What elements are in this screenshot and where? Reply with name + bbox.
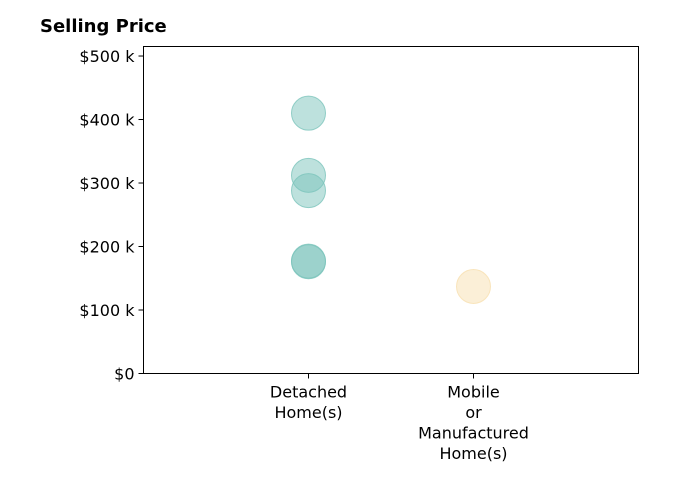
y-tick-label: $400 k: [79, 111, 135, 130]
data-point: [291, 244, 326, 280]
data-point: [291, 173, 326, 209]
x-tick-label-line: Home(s): [439, 444, 507, 463]
data-point: [456, 269, 491, 305]
y-axis: $0 $100 k $200 k $300 k $400 k $500 k: [79, 47, 144, 384]
chart-title: Selling Price: [40, 16, 167, 37]
points-layer: [291, 95, 491, 305]
x-tick-label-line: Home(s): [274, 403, 342, 422]
y-tick-label: $300 k: [79, 174, 135, 193]
x-tick-label-line: Mobile: [447, 383, 499, 402]
x-axis: Detached Home(s)Mobile or Manufactured Home(…: [270, 373, 529, 464]
plot-frame: [143, 46, 639, 374]
x-tick-label-line: or: [465, 403, 482, 422]
x-tick-label: Detached Home(s): [270, 383, 347, 423]
y-tick-label: $200 k: [79, 238, 135, 257]
x-tick-label-line: Detached: [270, 383, 347, 402]
x-tick-label: Mobile or Manufactured Home(s): [418, 383, 529, 464]
x-tick-label-line: Manufactured: [418, 424, 529, 443]
y-tick-label: $100 k: [79, 301, 135, 320]
y-tick-label: $500 k: [79, 47, 135, 66]
y-tick-label: $0: [114, 365, 134, 384]
data-point: [291, 95, 326, 131]
